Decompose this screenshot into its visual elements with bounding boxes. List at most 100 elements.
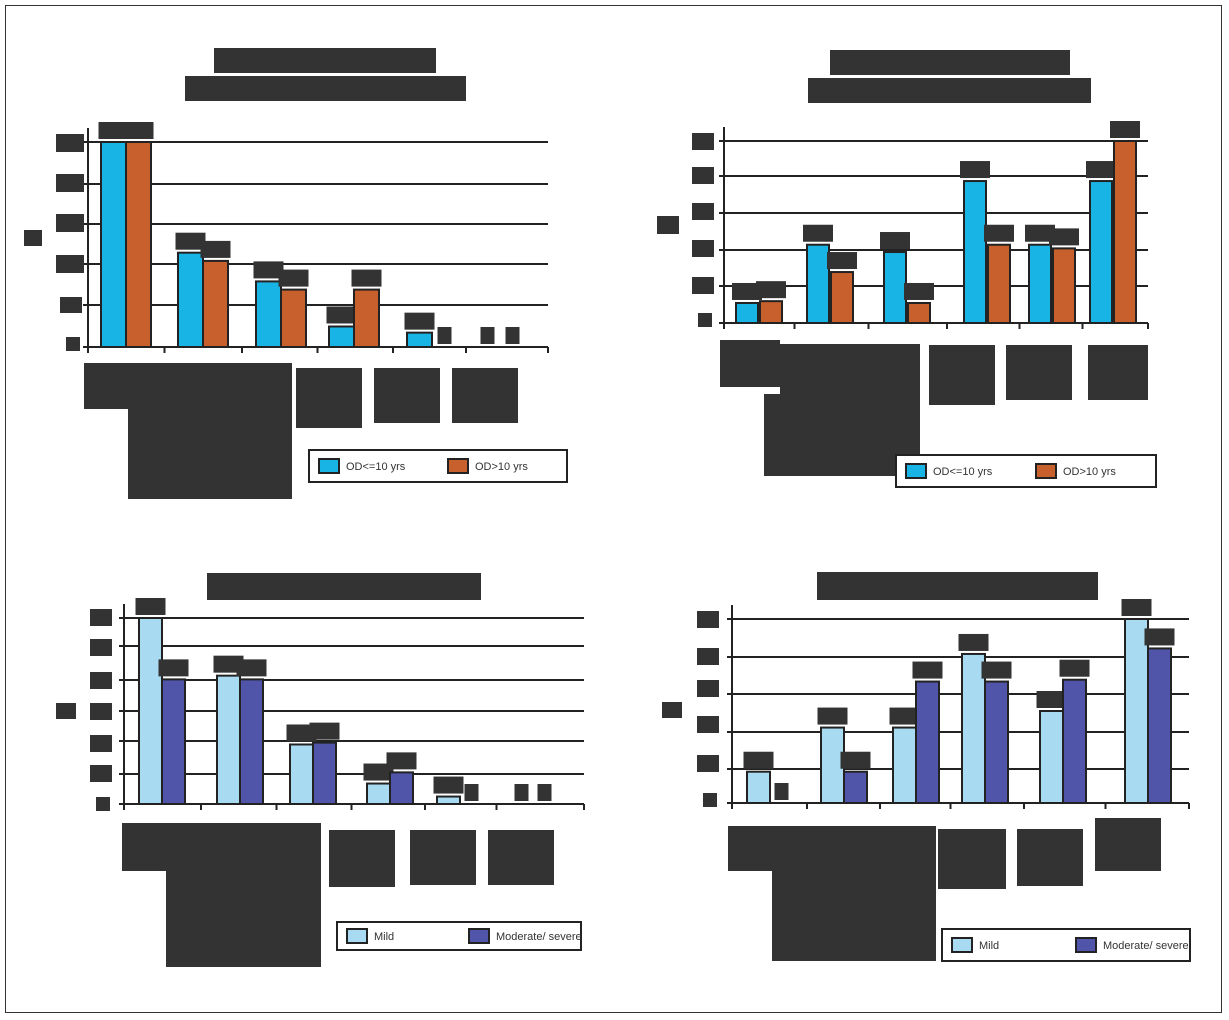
bar	[806, 243, 830, 325]
category-label	[728, 826, 798, 871]
y-tick-label	[56, 214, 84, 232]
bar	[759, 300, 783, 325]
legend-label: OD<=10 yrs	[346, 461, 406, 473]
data-label	[253, 261, 284, 279]
legend-swatch	[318, 458, 340, 474]
data-label	[158, 659, 189, 677]
bar	[907, 301, 931, 325]
category-label	[296, 368, 362, 428]
y-tick-label	[692, 133, 714, 150]
chart-bottom-right: Mild Moderate/ severe	[662, 572, 1191, 962]
bar	[289, 743, 314, 805]
bar	[161, 678, 186, 806]
y-tick-label	[697, 755, 719, 772]
data-label	[889, 707, 920, 725]
y-tick-label	[60, 297, 82, 313]
legend-swatch	[1075, 937, 1097, 953]
data-label	[175, 232, 206, 250]
data-label	[386, 752, 417, 770]
data-label	[200, 240, 231, 258]
data-label	[1121, 599, 1152, 616]
data-label	[404, 312, 435, 330]
y-tick-label	[90, 735, 112, 752]
y-tick-label	[697, 648, 719, 665]
bar	[280, 288, 307, 349]
legend-label: Moderate/ severe	[1103, 940, 1189, 952]
legend-swatch	[951, 937, 973, 953]
bar	[255, 280, 282, 348]
bar	[125, 141, 152, 348]
bar	[735, 301, 759, 325]
legend-label: OD>10 yrs	[1063, 466, 1116, 478]
legend-box	[895, 454, 1157, 488]
data-label	[98, 122, 129, 139]
category-label	[374, 368, 440, 423]
y-tick-label	[692, 167, 714, 184]
bar	[1062, 678, 1087, 804]
legend-label: Mild	[979, 940, 999, 952]
y-tick-label	[698, 313, 712, 327]
data-label	[1086, 161, 1116, 179]
category-label	[798, 826, 936, 871]
data-label	[363, 763, 394, 781]
data-label	[981, 661, 1012, 679]
bar	[202, 259, 229, 348]
category-label	[772, 871, 936, 961]
legend-swatch	[905, 463, 927, 479]
data-label	[464, 784, 479, 801]
data-label	[880, 232, 910, 250]
data-label	[123, 122, 154, 139]
data-label	[213, 655, 244, 673]
bar	[883, 251, 907, 325]
y-tick-label	[90, 765, 112, 782]
legend-box	[336, 921, 582, 951]
y-axis-label	[662, 702, 682, 718]
chart-top-right: OD<=10 yrs OD>10 yrs	[657, 50, 1157, 488]
data-label	[984, 224, 1014, 242]
category-label	[1095, 818, 1161, 871]
bar	[389, 771, 414, 806]
data-label	[480, 327, 495, 344]
data-label	[351, 269, 382, 287]
category-label	[488, 830, 554, 885]
data-label	[743, 751, 774, 769]
bar	[328, 325, 355, 348]
y-tick-label	[56, 174, 84, 192]
data-label	[732, 282, 762, 300]
chart-title	[207, 573, 481, 600]
data-label	[278, 269, 309, 287]
bar	[406, 331, 433, 348]
bar	[1089, 180, 1113, 324]
data-label	[135, 598, 166, 615]
bar	[892, 726, 917, 804]
y-axis-label	[24, 230, 42, 246]
data-label	[309, 722, 340, 740]
chart-bottom-left: Mild Moderate/ severe	[56, 573, 585, 967]
data-label	[437, 327, 452, 344]
y-tick-label	[56, 134, 84, 152]
y-tick-label	[697, 680, 719, 697]
category-label	[1088, 345, 1148, 400]
legend-label: Moderate/ severe	[496, 931, 582, 943]
bar	[216, 674, 241, 805]
category-label	[780, 344, 920, 394]
y-tick-label	[66, 337, 80, 351]
bar	[963, 180, 987, 324]
chart-title	[214, 48, 436, 73]
chart-subtitle	[808, 78, 1091, 103]
data-label	[904, 282, 934, 300]
category-label	[329, 830, 395, 887]
category-label	[122, 823, 180, 871]
data-label	[817, 707, 848, 725]
data-label	[827, 252, 857, 270]
data-label	[1110, 121, 1140, 138]
legend-box	[308, 449, 568, 483]
legend-swatch	[1035, 463, 1057, 479]
bar	[436, 795, 461, 805]
data-label	[236, 659, 267, 677]
bar	[353, 288, 380, 349]
category-label	[929, 345, 995, 405]
data-label	[537, 784, 552, 801]
legend-label: Mild	[374, 931, 394, 943]
